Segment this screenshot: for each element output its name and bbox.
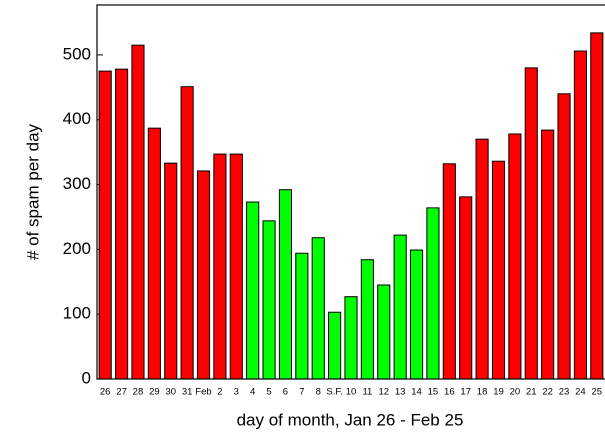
bar bbox=[246, 201, 260, 380]
x-tick-label: 22 bbox=[542, 387, 553, 398]
bar bbox=[98, 70, 112, 380]
x-tick-label: 31 bbox=[182, 387, 193, 398]
bar bbox=[360, 259, 374, 380]
x-tick-label: 30 bbox=[165, 387, 176, 398]
x-tick-label: 26 bbox=[100, 387, 111, 398]
bar bbox=[196, 170, 211, 380]
x-tick-label: 12 bbox=[378, 387, 389, 398]
bar bbox=[442, 163, 456, 380]
bar bbox=[115, 68, 129, 380]
x-tick-label: S.F. bbox=[326, 387, 342, 398]
bar bbox=[164, 162, 178, 380]
x-tick-label: 8 bbox=[316, 387, 321, 398]
bar bbox=[213, 153, 227, 380]
x-tick-label: 18 bbox=[477, 387, 488, 398]
x-tick-label: 24 bbox=[575, 387, 586, 398]
y-tick-label: 500 bbox=[63, 44, 91, 63]
y-axis-label: # of spam per day bbox=[23, 123, 42, 260]
bar bbox=[409, 249, 424, 380]
x-tick-label: 4 bbox=[250, 387, 255, 398]
bar bbox=[278, 189, 293, 380]
x-tick-label: 29 bbox=[149, 387, 160, 398]
x-tick-label: 13 bbox=[395, 387, 406, 398]
x-tick-label: 21 bbox=[526, 387, 537, 398]
y-tick-label: 0 bbox=[82, 368, 91, 387]
bar bbox=[131, 44, 145, 380]
x-tick-label: 25 bbox=[592, 387, 603, 398]
x-tick-label: 28 bbox=[133, 387, 144, 398]
x-tick-label: 15 bbox=[428, 387, 439, 398]
x-tick-label: 7 bbox=[299, 387, 304, 398]
x-tick-label: 3 bbox=[234, 387, 239, 398]
bar bbox=[295, 252, 309, 380]
bar bbox=[491, 160, 506, 380]
bar bbox=[328, 311, 342, 380]
x-tick-label: Feb bbox=[195, 387, 211, 398]
bar bbox=[377, 284, 391, 380]
bar bbox=[426, 207, 440, 380]
x-tick-label: 16 bbox=[444, 387, 455, 398]
x-tick-label: 19 bbox=[493, 387, 504, 398]
bar bbox=[524, 67, 538, 380]
x-tick-label: 23 bbox=[559, 387, 570, 398]
plot-frame bbox=[96, 4, 605, 380]
x-axis-label: day of month, Jan 26 - Feb 25 bbox=[237, 410, 464, 429]
bar bbox=[541, 129, 555, 380]
bar bbox=[475, 138, 489, 380]
bar bbox=[393, 234, 407, 380]
y-tick-label: 300 bbox=[63, 174, 91, 193]
x-tick-label: 10 bbox=[346, 387, 357, 398]
bar bbox=[229, 153, 243, 380]
bar bbox=[180, 86, 194, 380]
x-tick-label: 17 bbox=[460, 387, 471, 398]
bar bbox=[311, 237, 325, 380]
x-tick-label: 5 bbox=[266, 387, 271, 398]
bar bbox=[344, 296, 358, 380]
x-tick-label: 11 bbox=[362, 387, 372, 398]
x-tick-label: 2 bbox=[217, 387, 222, 398]
bar bbox=[590, 32, 604, 380]
x-tick-label: 27 bbox=[116, 387, 127, 398]
y-tick-label: 200 bbox=[63, 239, 91, 258]
bar bbox=[573, 50, 587, 380]
bar bbox=[557, 93, 571, 380]
y-tick-label: 400 bbox=[63, 109, 91, 128]
bar bbox=[262, 220, 276, 380]
x-tick-label: 14 bbox=[411, 387, 422, 398]
bar bbox=[508, 133, 522, 380]
x-tick-label: 6 bbox=[283, 387, 288, 398]
y-tick-label: 100 bbox=[63, 304, 91, 323]
bar bbox=[147, 127, 161, 380]
bar bbox=[459, 196, 473, 380]
x-tick-label: 20 bbox=[510, 387, 521, 398]
